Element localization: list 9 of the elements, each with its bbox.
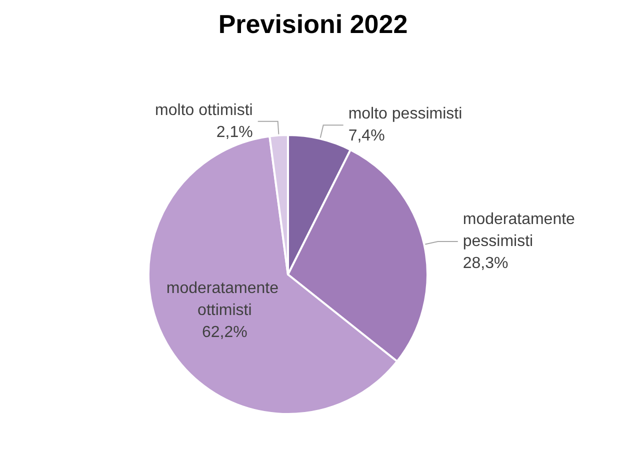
data-label: 62,2%: [202, 324, 248, 341]
slice-label: moderatamente ottimisti: [166, 280, 283, 319]
data-label: 2,1%: [216, 124, 253, 141]
slice-label: molto pessimisti: [348, 106, 462, 123]
slice-label: moderatamente pessimisti: [462, 210, 580, 250]
data-label: 28,3%: [462, 254, 508, 272]
chart-title: Previsioni 2022: [218, 9, 408, 39]
slice-label: molto ottimisti: [155, 102, 253, 119]
data-label: 7,4%: [348, 128, 385, 145]
